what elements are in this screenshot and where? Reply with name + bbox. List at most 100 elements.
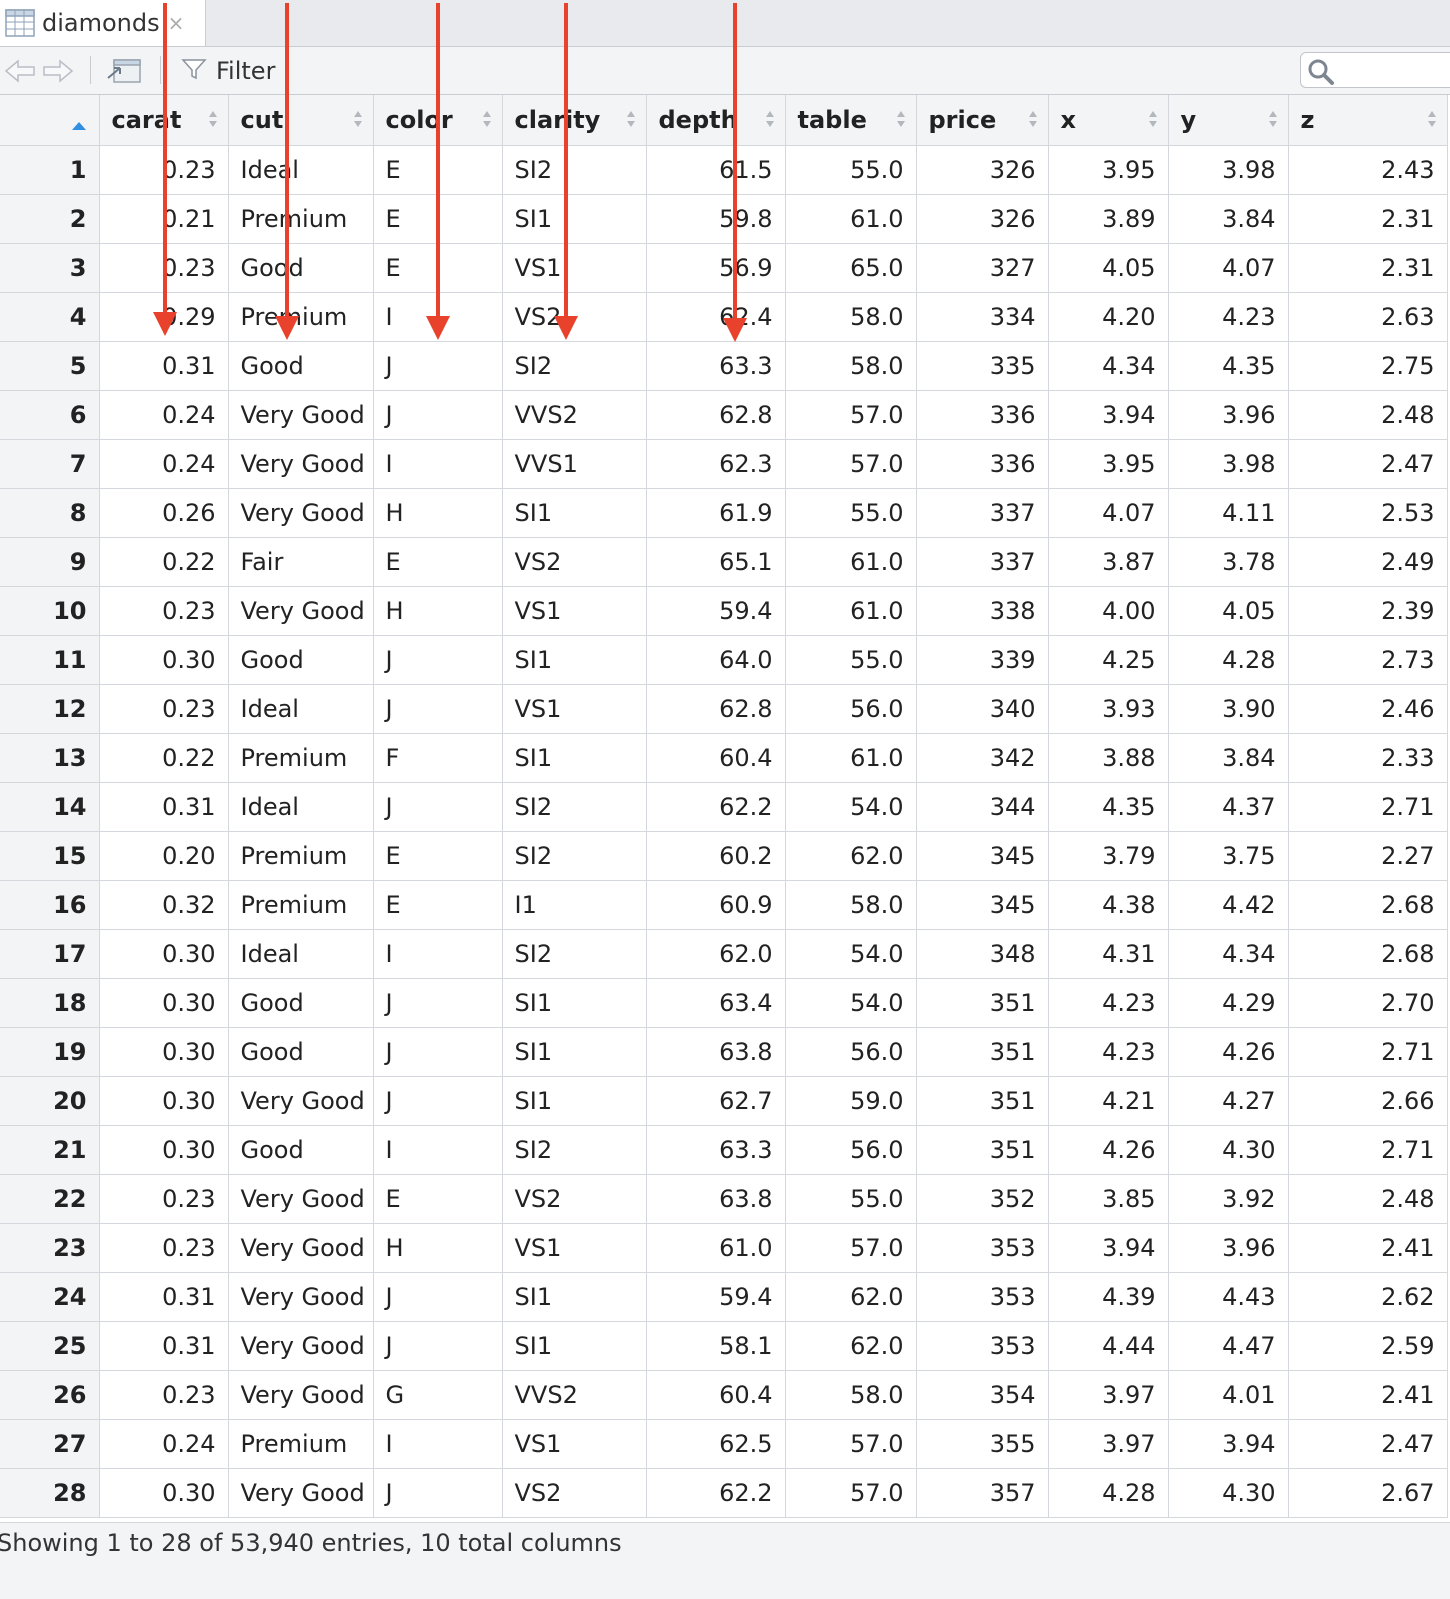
table-row: 5 0.31 Good J SI2 63.3 58.0 335 4.34 4.35 2.75	[0, 341, 1448, 391]
cell-x: 4.34	[1048, 341, 1169, 391]
cell-color: H	[373, 488, 503, 538]
filter-funnel-icon	[180, 56, 208, 86]
cell-depth: 63.8	[646, 1174, 786, 1224]
cell-z: 2.47	[1288, 1419, 1448, 1469]
cell-cut: Ideal	[228, 782, 374, 832]
cell-y: 4.47	[1168, 1321, 1289, 1371]
cell-color: E	[373, 1174, 503, 1224]
cell-clarity: SI1	[502, 194, 647, 244]
entries-summary: Showing 1 to 28 of 53,940 entries, 10 to…	[0, 1529, 622, 1557]
cell-z: 2.62	[1288, 1272, 1448, 1322]
cell-depth: 62.7	[646, 1076, 786, 1126]
cell-x: 4.38	[1048, 880, 1169, 930]
cell-table: 57.0	[785, 1223, 917, 1273]
row-index-header[interactable]	[0, 95, 100, 146]
column-header-z[interactable]: z	[1288, 95, 1448, 146]
close-tab-icon[interactable]: ×	[167, 11, 185, 35]
cell-clarity: SI1	[502, 1272, 647, 1322]
cell-z: 2.39	[1288, 586, 1448, 636]
open-in-window-icon[interactable]	[104, 47, 142, 94]
filter-button[interactable]: Filter	[180, 47, 275, 94]
table-row: 19 0.30 Good J SI1 63.8 56.0 351 4.23 4.26 2.71	[0, 1027, 1448, 1077]
row-number: 24	[0, 1272, 100, 1322]
cell-cut: Premium	[228, 292, 374, 342]
column-header-price[interactable]: price	[916, 95, 1049, 146]
cell-x: 4.23	[1048, 1027, 1169, 1077]
cell-clarity: SI2	[502, 929, 647, 979]
row-number: 14	[0, 782, 100, 832]
cell-z: 2.68	[1288, 929, 1448, 979]
table-row: 23 0.23 Very Good H VS1 61.0 57.0 353 3.94 3.96 2.…	[0, 1223, 1448, 1273]
column-header-label: color	[385, 105, 453, 134]
cell-carat: 0.30	[99, 1125, 229, 1175]
table-grid-icon	[4, 7, 36, 39]
cell-cut: Very Good	[228, 488, 374, 538]
cell-clarity: SI1	[502, 733, 647, 783]
cell-table: 57.0	[785, 1468, 917, 1518]
cell-x: 4.23	[1048, 978, 1169, 1028]
cell-price: 338	[916, 586, 1049, 636]
cell-price: 353	[916, 1272, 1049, 1322]
row-number: 16	[0, 880, 100, 930]
cell-clarity: SI2	[502, 341, 647, 391]
search-field[interactable]	[1300, 52, 1450, 88]
cell-table: 56.0	[785, 1027, 917, 1077]
row-number: 23	[0, 1223, 100, 1273]
cell-depth: 62.4	[646, 292, 786, 342]
cell-color: E	[373, 831, 503, 881]
forward-arrow-icon[interactable]	[40, 47, 74, 94]
cell-carat: 0.30	[99, 1027, 229, 1077]
tab-title: diamonds	[42, 9, 160, 37]
row-number: 22	[0, 1174, 100, 1224]
cell-carat: 0.21	[99, 194, 229, 244]
cell-table: 57.0	[785, 439, 917, 489]
cell-y: 3.94	[1168, 1419, 1289, 1469]
cell-color: G	[373, 1370, 503, 1420]
cell-table: 62.0	[785, 831, 917, 881]
table-row: 11 0.30 Good J SI1 64.0 55.0 339 4.25 4.28 2.73	[0, 635, 1448, 685]
cell-x: 3.94	[1048, 390, 1169, 440]
row-number: 2	[0, 194, 100, 244]
cell-cut: Very Good	[228, 586, 374, 636]
column-header-label: clarity	[514, 105, 601, 134]
table-row: 27 0.24 Premium I VS1 62.5 57.0 355 3.97 3.94 2.47	[0, 1419, 1448, 1469]
toolbar-divider	[160, 56, 161, 84]
cell-color: E	[373, 243, 503, 293]
cell-clarity: SI2	[502, 831, 647, 881]
back-arrow-icon[interactable]	[4, 47, 38, 94]
cell-carat: 0.24	[99, 1419, 229, 1469]
cell-carat: 0.22	[99, 537, 229, 587]
column-header-carat[interactable]: carat	[99, 95, 229, 146]
cell-z: 2.73	[1288, 635, 1448, 685]
search-icon	[1307, 58, 1335, 90]
cell-table: 56.0	[785, 1125, 917, 1175]
column-header-label: cut	[240, 105, 284, 134]
cell-color: J	[373, 1076, 503, 1126]
sort-toggle-icon	[1028, 111, 1037, 127]
table-row: 7 0.24 Very Good I VVS1 62.3 57.0 336 3.95 3.98 2.…	[0, 439, 1448, 489]
column-header-cut[interactable]: cut	[228, 95, 374, 146]
column-header-x[interactable]: x	[1048, 95, 1169, 146]
cell-clarity: SI1	[502, 1076, 647, 1126]
cell-clarity: SI1	[502, 488, 647, 538]
cell-depth: 65.1	[646, 537, 786, 587]
cell-x: 4.07	[1048, 488, 1169, 538]
cell-cut: Very Good	[228, 1272, 374, 1322]
column-header-color[interactable]: color	[373, 95, 503, 146]
cell-depth: 61.9	[646, 488, 786, 538]
tab-diamonds[interactable]: diamonds ×	[0, 0, 206, 46]
cell-table: 61.0	[785, 586, 917, 636]
search-input[interactable]	[1341, 57, 1445, 85]
table-row: 3 0.23 Good E VS1 56.9 65.0 327 4.05 4.07 2.31	[0, 243, 1448, 293]
cell-cut: Very Good	[228, 1174, 374, 1224]
cell-table: 61.0	[785, 194, 917, 244]
cell-price: 352	[916, 1174, 1049, 1224]
cell-depth: 60.9	[646, 880, 786, 930]
column-header-table[interactable]: table	[785, 95, 917, 146]
column-header-y[interactable]: y	[1168, 95, 1289, 146]
cell-price: 351	[916, 1027, 1049, 1077]
column-header-clarity[interactable]: clarity	[502, 95, 647, 146]
toolbar: Filter	[0, 47, 1450, 95]
cell-color: J	[373, 782, 503, 832]
column-header-depth[interactable]: depth	[646, 95, 786, 146]
